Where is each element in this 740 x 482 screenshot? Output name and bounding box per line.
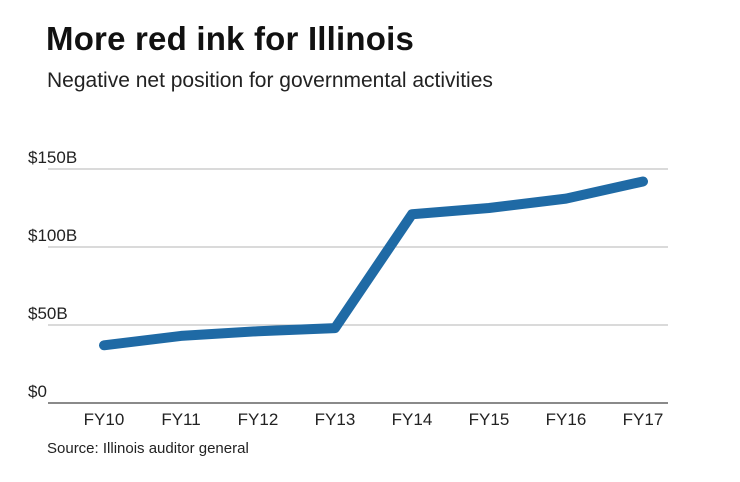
source-note: Source: Illinois auditor general [47, 440, 249, 457]
y-tick-label: $50B [28, 304, 68, 323]
x-tick-label: FY13 [315, 410, 356, 429]
y-tick-label: $100B [28, 226, 77, 245]
x-tick-label: FY12 [238, 410, 279, 429]
chart-subtitle: Negative net position for governmental a… [47, 69, 493, 92]
y-tick-labels: $0 $50B $100B $150B [28, 148, 77, 401]
y-tick-label: $0 [28, 382, 47, 401]
x-tick-label: FY11 [161, 410, 200, 429]
series-line [99, 176, 648, 351]
x-tick-labels: FY10 FY11 FY12 FY13 FY14 FY15 FY16 FY17 [84, 410, 664, 429]
x-tick-label: FY17 [623, 410, 664, 429]
x-tick-label: FY15 [469, 410, 510, 429]
x-tick-label: FY14 [392, 410, 433, 429]
x-tick-label: FY10 [84, 410, 125, 429]
y-tick-label: $150B [28, 148, 77, 167]
series-layer [99, 176, 648, 351]
gridlines [48, 168, 668, 404]
chart-title: More red ink for Illinois [46, 20, 415, 57]
x-tick-label: FY16 [546, 410, 587, 429]
